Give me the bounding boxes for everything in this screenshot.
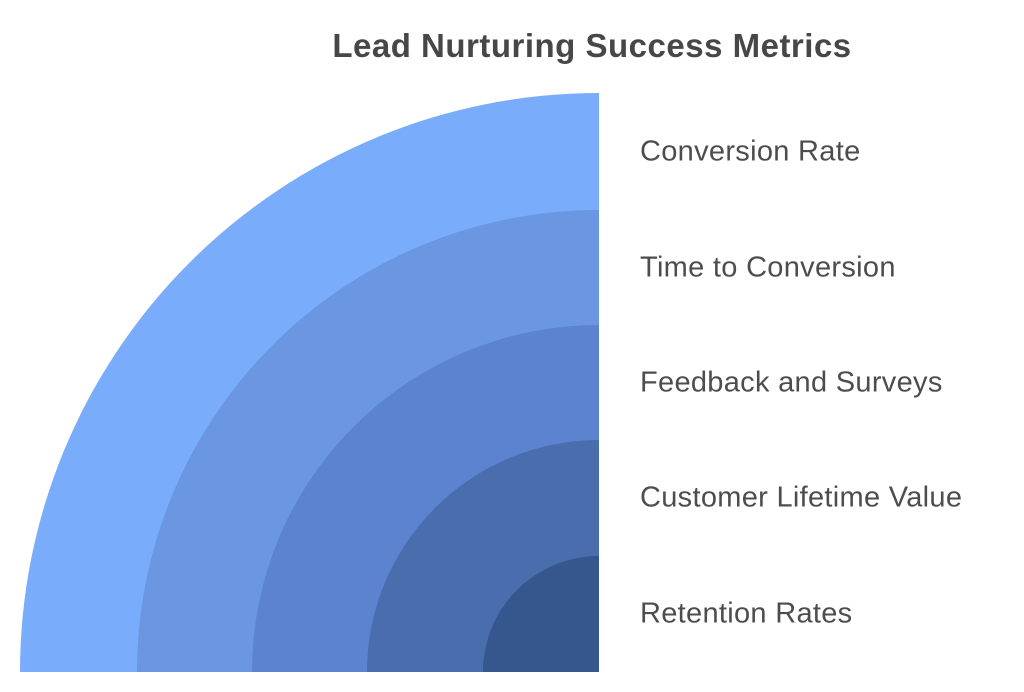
onion-ring — [483, 556, 599, 672]
page-title: Lead Nurturing Success Metrics — [332, 27, 852, 64]
